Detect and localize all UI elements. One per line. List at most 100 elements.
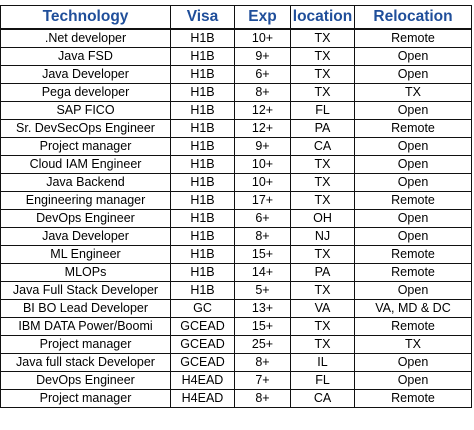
cell-exp[interactable]: 12+ (234, 101, 291, 120)
cell-visa[interactable]: GCEAD (170, 353, 235, 372)
cell-exp[interactable]: 8+ (234, 83, 291, 102)
cell-location[interactable]: NJ (290, 227, 355, 246)
cell-visa[interactable]: H1B (170, 281, 235, 300)
cell-exp[interactable]: 10+ (234, 155, 291, 174)
cell-technology[interactable]: DevOps Engineer (0, 209, 171, 228)
cell-relocation[interactable]: TX (354, 335, 472, 354)
cell-technology[interactable]: BI BO Lead Developer (0, 299, 171, 318)
cell-visa[interactable]: H1B (170, 137, 235, 156)
cell-exp[interactable]: 14+ (234, 263, 291, 282)
cell-visa[interactable]: H1B (170, 263, 235, 282)
cell-relocation[interactable]: VA, MD & DC (354, 299, 472, 318)
cell-technology[interactable]: Java Backend (0, 173, 171, 192)
cell-exp[interactable]: 8+ (234, 389, 291, 408)
cell-visa[interactable]: GCEAD (170, 317, 235, 336)
cell-exp[interactable]: 17+ (234, 191, 291, 210)
cell-relocation[interactable]: Open (354, 155, 472, 174)
cell-location[interactable]: TX (290, 83, 355, 102)
cell-relocation[interactable]: Remote (354, 191, 472, 210)
cell-exp[interactable]: 8+ (234, 353, 291, 372)
cell-visa[interactable]: GC (170, 299, 235, 318)
cell-visa[interactable]: GCEAD (170, 335, 235, 354)
cell-location[interactable]: CA (290, 137, 355, 156)
cell-technology[interactable]: .Net developer (0, 28, 171, 48)
cell-relocation[interactable]: Remote (354, 119, 472, 138)
cell-technology[interactable]: Engineering manager (0, 191, 171, 210)
cell-location[interactable]: TX (290, 173, 355, 192)
cell-technology[interactable]: Pega developer (0, 83, 171, 102)
cell-technology[interactable]: Project manager (0, 335, 171, 354)
cell-location[interactable]: PA (290, 263, 355, 282)
cell-location[interactable]: TX (290, 281, 355, 300)
cell-relocation[interactable]: Open (354, 47, 472, 66)
cell-relocation[interactable]: TX (354, 83, 472, 102)
cell-location[interactable]: PA (290, 119, 355, 138)
cell-visa[interactable]: H1B (170, 28, 235, 48)
cell-visa[interactable]: H1B (170, 245, 235, 264)
cell-exp[interactable]: 12+ (234, 119, 291, 138)
cell-location[interactable]: OH (290, 209, 355, 228)
cell-technology[interactable]: Java Developer (0, 65, 171, 84)
cell-exp[interactable]: 9+ (234, 137, 291, 156)
cell-relocation[interactable]: Open (354, 227, 472, 246)
cell-location[interactable]: VA (290, 299, 355, 318)
cell-location[interactable]: TX (290, 28, 355, 48)
cell-location[interactable]: TX (290, 155, 355, 174)
cell-technology[interactable]: Java Full Stack Developer (0, 281, 171, 300)
cell-exp[interactable]: 15+ (234, 245, 291, 264)
cell-exp[interactable]: 25+ (234, 335, 291, 354)
cell-technology[interactable]: MLOPs (0, 263, 171, 282)
cell-technology[interactable]: SAP FICO (0, 101, 171, 120)
cell-relocation[interactable]: Open (354, 173, 472, 192)
cell-visa[interactable]: H1B (170, 155, 235, 174)
cell-exp[interactable]: 7+ (234, 371, 291, 390)
cell-relocation[interactable]: Open (354, 209, 472, 228)
cell-visa[interactable]: H1B (170, 173, 235, 192)
cell-technology[interactable]: Java full stack Developer (0, 353, 171, 372)
cell-visa[interactable]: H1B (170, 191, 235, 210)
cell-exp[interactable]: 8+ (234, 227, 291, 246)
cell-visa[interactable]: H1B (170, 101, 235, 120)
cell-exp[interactable]: 6+ (234, 65, 291, 84)
cell-relocation[interactable]: Remote (354, 263, 472, 282)
cell-relocation[interactable]: Open (354, 65, 472, 84)
cell-technology[interactable]: Project manager (0, 389, 171, 408)
cell-visa[interactable]: H1B (170, 209, 235, 228)
cell-visa[interactable]: H1B (170, 119, 235, 138)
cell-exp[interactable]: 10+ (234, 28, 291, 48)
cell-relocation[interactable]: Open (354, 371, 472, 390)
cell-relocation[interactable]: Remote (354, 317, 472, 336)
cell-technology[interactable]: Java Developer (0, 227, 171, 246)
cell-technology[interactable]: Sr. DevSecOps Engineer (0, 119, 171, 138)
cell-exp[interactable]: 9+ (234, 47, 291, 66)
cell-location[interactable]: TX (290, 317, 355, 336)
cell-visa[interactable]: H4EAD (170, 371, 235, 390)
cell-exp[interactable]: 13+ (234, 299, 291, 318)
cell-visa[interactable]: H4EAD (170, 389, 235, 408)
cell-technology[interactable]: Java FSD (0, 47, 171, 66)
cell-technology[interactable]: DevOps Engineer (0, 371, 171, 390)
cell-relocation[interactable]: Open (354, 281, 472, 300)
cell-exp[interactable]: 6+ (234, 209, 291, 228)
cell-visa[interactable]: H1B (170, 83, 235, 102)
cell-technology[interactable]: Project manager (0, 137, 171, 156)
cell-visa[interactable]: H1B (170, 65, 235, 84)
cell-location[interactable]: TX (290, 245, 355, 264)
cell-location[interactable]: IL (290, 353, 355, 372)
cell-relocation[interactable]: Remote (354, 245, 472, 264)
cell-technology[interactable]: ML Engineer (0, 245, 171, 264)
cell-relocation[interactable]: Remote (354, 389, 472, 408)
cell-relocation[interactable]: Open (354, 137, 472, 156)
cell-visa[interactable]: H1B (170, 47, 235, 66)
cell-visa[interactable]: H1B (170, 227, 235, 246)
cell-location[interactable]: CA (290, 389, 355, 408)
cell-location[interactable]: FL (290, 371, 355, 390)
cell-exp[interactable]: 15+ (234, 317, 291, 336)
cell-exp[interactable]: 10+ (234, 173, 291, 192)
cell-exp[interactable]: 5+ (234, 281, 291, 300)
cell-technology[interactable]: IBM DATA Power/Boomi (0, 317, 171, 336)
cell-location[interactable]: TX (290, 47, 355, 66)
cell-technology[interactable]: Cloud IAM Engineer (0, 155, 171, 174)
cell-location[interactable]: TX (290, 65, 355, 84)
cell-location[interactable]: TX (290, 335, 355, 354)
